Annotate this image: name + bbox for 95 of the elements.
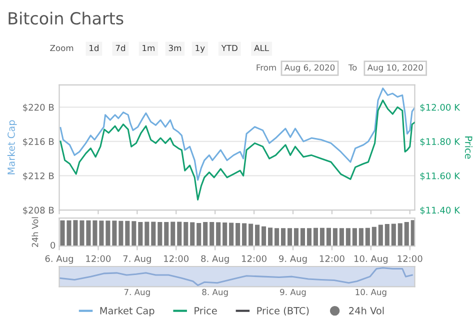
x-tick-label: 12:00 [242,255,266,262]
bar [99,220,104,246]
bar [125,220,130,246]
text: 1y [196,44,205,53]
y2-tick-label: $12.00 K [420,104,460,112]
x-tick-label: 12:00 [164,255,189,262]
bar [106,220,110,246]
bar [398,223,402,246]
bar [358,228,364,246]
bar [378,224,383,246]
text: 7d [116,44,126,52]
bar [177,222,182,246]
x-tick-label: 10. Aug [356,288,386,297]
line-series [60,88,415,181]
bar [280,228,286,246]
bar [346,228,350,246]
bar [164,222,169,246]
text: ALL [254,44,270,52]
bar [320,228,324,246]
bar [300,228,306,246]
bar [248,224,254,246]
bar [287,228,292,246]
y-tick-label: $216 B [23,138,54,146]
bar [274,228,280,246]
legend-label: 24h Vol [349,306,384,314]
x-tick-label: 8. Aug [201,255,229,264]
x-tick-label: 9. Aug [280,288,306,297]
bar [313,228,318,246]
legend-label: Market Cap [100,306,154,316]
text: From [256,64,276,71]
bar [184,222,188,246]
bar [210,222,214,246]
bar [144,222,150,246]
y2-axis-title: Price [464,136,472,159]
x-tick-label: 9. Aug [279,255,307,264]
bar [352,228,357,246]
bar [242,223,247,246]
bar [326,228,331,246]
y-tick-label: $220 B [23,104,54,112]
text: Aug 6, 2020 [284,64,335,72]
legend-label: Price (BTC) [257,306,309,316]
x-tick-label: 12:00 [398,255,422,262]
bar [170,222,176,246]
x-tick-label: 12:00 [320,255,344,262]
bar [262,226,266,246]
x-tick-label: 8. Aug [202,288,228,297]
bar [86,220,91,246]
y2-tick-label: $11.80 K [420,138,460,146]
bar [404,222,409,246]
y2-tick-label: $11.40 K [420,206,460,215]
bar [158,222,162,246]
bar [294,228,299,246]
text: 0 [50,242,56,249]
bar [365,228,370,246]
line-series [60,100,415,200]
bar [306,228,312,246]
text: Aug 10, 2020 [367,64,423,72]
x-tick-label: 6. Aug [45,255,73,264]
bar [132,221,136,246]
bar [332,228,338,246]
bar [339,228,344,246]
bar [255,224,260,246]
bar [151,222,156,246]
bar [372,226,376,246]
x-tick-label: 10. Aug [354,255,388,264]
bar [384,224,390,246]
x-tick-label: 7. Aug [123,255,151,264]
text: Zoom [50,44,74,52]
bar [112,220,117,246]
bar [203,222,208,246]
text: 1d [90,44,98,52]
bar [92,220,98,246]
y-tick-label: $208 B [23,206,54,215]
chart-title: Bitcoin Charts [8,12,124,25]
bar [138,222,143,246]
text: 1m [142,44,154,52]
y-tick-label: $212 B [23,172,54,180]
legend-label: Price [194,306,217,314]
bar [190,222,195,246]
bar [229,222,234,246]
bar [216,222,221,246]
y-axis-title: Market Cap [7,120,17,174]
bar [268,228,273,246]
bar [391,224,396,246]
text: To [348,64,357,71]
bar [236,222,240,246]
x-tick-label: 7. Aug [124,288,150,297]
y2-tick-label: $11.60 K [420,172,460,180]
y-axis-title: 24h Vol [32,217,38,247]
text: YTD [221,44,238,52]
bar [222,222,228,246]
bar [196,222,202,246]
text: 3m [168,44,181,52]
x-tick-label: 12:00 [86,255,111,262]
bar [118,220,124,246]
